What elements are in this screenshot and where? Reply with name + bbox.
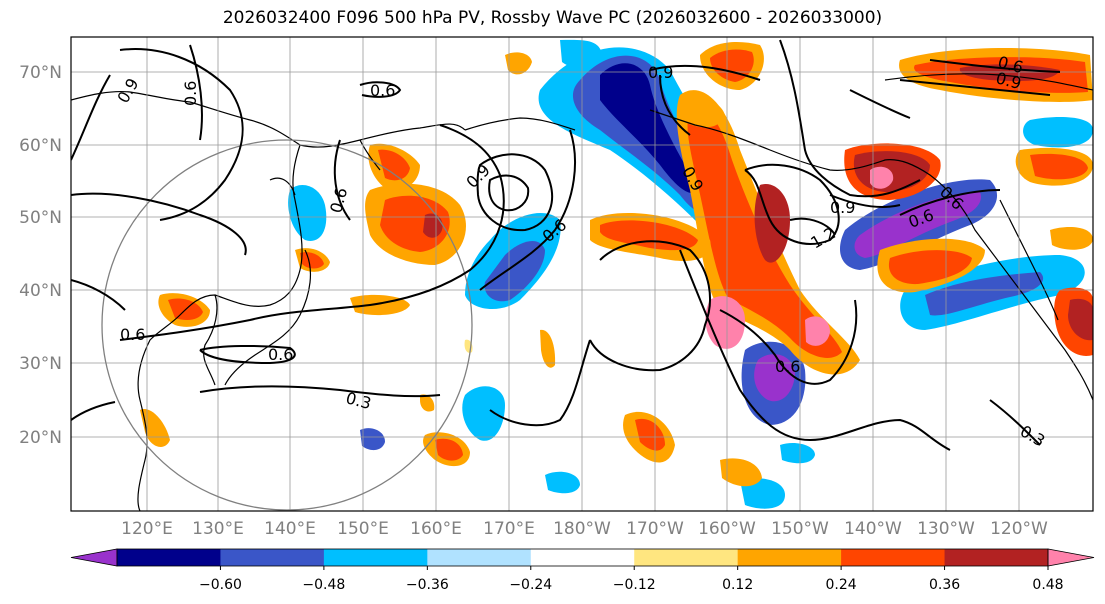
- lon-label: 180°W: [553, 519, 611, 539]
- colorbar-tick-label: 0.12: [722, 577, 753, 593]
- colorbar-segment: [737, 549, 842, 566]
- colorbar-segment: [427, 549, 532, 566]
- colorbar-tick-label: 0.24: [826, 577, 857, 593]
- figure-title: 2026032400 F096 500 hPa PV, Rossby Wave …: [222, 8, 883, 28]
- colorbar-ticks: −0.60 −0.48 −0.36 −0.24 −0.12 0.12 0.24 0.36 0.4…: [199, 566, 1064, 593]
- latitude-labels: 70°N 60°N 50°N 40°N 30°N 20°N: [19, 63, 62, 448]
- coastlines: [71, 73, 1093, 511]
- lat-label: 50°N: [19, 208, 62, 228]
- pv-contours: [71, 39, 1061, 451]
- colorbar-segment: [530, 549, 635, 566]
- lat-label: 20°N: [19, 428, 62, 448]
- colorbar: [70, 548, 1095, 567]
- contour-label: 0.6: [120, 325, 145, 344]
- contour-label: 0.9: [648, 63, 673, 82]
- lon-label: 170°W: [626, 519, 684, 539]
- contour-label: 0.6: [181, 81, 200, 106]
- lat-label: 60°N: [19, 136, 62, 156]
- lon-label: 120°E: [121, 519, 173, 539]
- colorbar-segment: [323, 549, 428, 566]
- lon-label: 150°W: [771, 519, 829, 539]
- lon-label: 130°E: [192, 519, 244, 539]
- contour-label: 0.6: [775, 357, 800, 376]
- colorbar-tick-label: −0.24: [509, 577, 552, 593]
- lon-label: 150°E: [337, 519, 389, 539]
- contour-label: 0.6: [370, 81, 395, 100]
- lon-label: 160°W: [698, 519, 756, 539]
- colorbar-segment: [634, 549, 739, 566]
- colorbar-extend-low: [70, 548, 118, 567]
- contour-label: 0.9: [830, 198, 855, 217]
- longitude-labels: 120°E 130°E 140°E 150°E 160°E 170°E 180°…: [121, 519, 1048, 539]
- contour-label-group: 0.9 0.6 0.6 0.9 0.6 0.9 0.6 0.3 0.6 0.6 …: [113, 52, 1048, 450]
- colorbar-segment: [117, 549, 221, 566]
- colorbar-tick-label: 0.48: [1032, 577, 1063, 593]
- lon-label: 140°W: [844, 519, 902, 539]
- colorbar-extend-high: [1047, 548, 1095, 567]
- colorbar-segment: [944, 549, 1049, 566]
- lat-label: 30°N: [19, 354, 62, 374]
- reference-circle: [101, 139, 473, 511]
- colorbar-segment: [841, 549, 946, 566]
- colorbar-tick-label: 0.36: [929, 577, 960, 593]
- colorbar-tick-label: −0.12: [613, 577, 656, 593]
- colorbar-tick-label: −0.60: [199, 577, 242, 593]
- lon-label: 170°E: [483, 519, 535, 539]
- lat-label: 70°N: [19, 63, 62, 83]
- colorbar-tick-label: −0.36: [406, 577, 449, 593]
- colorbar-tick-label: −0.48: [302, 577, 345, 593]
- lon-label: 120°W: [990, 519, 1048, 539]
- map-frame: [70, 36, 1094, 512]
- colorbar-outline: [116, 548, 1049, 567]
- colorbar-segment: [220, 549, 325, 566]
- lon-label: 160°E: [410, 519, 462, 539]
- lat-label: 40°N: [19, 281, 62, 301]
- contour-label: 0.6: [268, 345, 293, 364]
- graticule: [71, 37, 1093, 511]
- lon-label: 140°E: [264, 519, 316, 539]
- lon-label: 130°W: [917, 519, 975, 539]
